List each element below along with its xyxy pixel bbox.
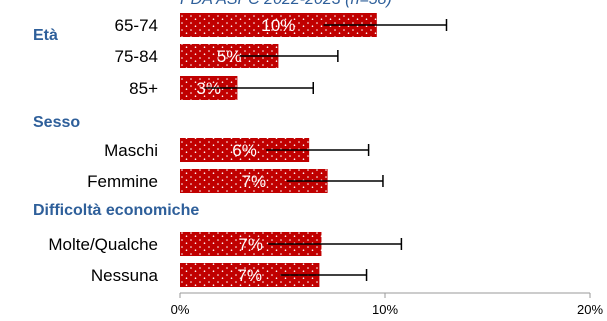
data-label: 10% xyxy=(261,16,295,35)
group-label: Sesso xyxy=(33,114,80,131)
data-label: 7% xyxy=(237,266,262,285)
chart-subtitle: PDA ASPC 2022-2023 (n=58) xyxy=(180,0,392,8)
group-label: Età xyxy=(33,27,58,44)
category-label: Molte/Qualche xyxy=(48,235,158,254)
x-tick-label: 0% xyxy=(171,302,190,317)
data-label: 6% xyxy=(232,141,257,160)
category-label: Maschi xyxy=(104,141,158,160)
category-label: 75-84 xyxy=(115,47,158,66)
category-label: 65-74 xyxy=(115,16,158,35)
category-label: 85+ xyxy=(129,79,158,98)
category-label: Femmine xyxy=(87,172,158,191)
data-label: 5% xyxy=(217,47,242,66)
category-label: Nessuna xyxy=(91,266,159,285)
x-tick-label: 10% xyxy=(372,302,398,317)
group-label: Difficoltà economiche xyxy=(33,202,199,219)
data-label: 7% xyxy=(242,172,267,191)
x-tick-label: 20% xyxy=(577,302,603,317)
data-label: 7% xyxy=(238,235,263,254)
